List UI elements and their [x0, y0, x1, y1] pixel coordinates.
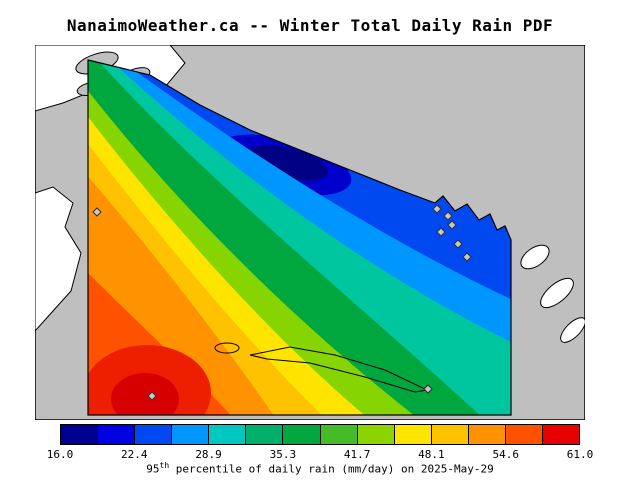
colorbar-segment: [357, 425, 395, 444]
colorbar-segment: [61, 425, 99, 444]
map-canvas: [35, 45, 585, 420]
island-chain-outline: [214, 342, 429, 393]
colorbar-tick-label: 28.9: [195, 448, 222, 461]
colorbar-tick-label: 35.3: [269, 448, 297, 461]
colorbar-tick-label: 54.6: [492, 448, 519, 461]
colorbar-caption: 95th percentile of daily rain (mm/day) o…: [0, 461, 640, 476]
station-marker: [447, 220, 457, 230]
colorbar-segment: [98, 425, 136, 444]
colorbar-segment: [320, 425, 358, 444]
colorbar-tick-label: 61.0: [566, 448, 594, 461]
colorbar-segment: [246, 425, 284, 444]
station-markers: [92, 204, 472, 401]
colorbar-tick-label: 22.4: [121, 448, 148, 461]
page-title: NanaimoWeather.ca -- Winter Total Daily …: [66, 16, 554, 35]
colorbar-segment: [172, 425, 210, 444]
station-marker: [443, 211, 453, 221]
colorbar-ticks: 16.0 22.4 28.9 35.3 41.7 48.1 54.6 61.0: [47, 448, 594, 461]
colorbar-segment: [135, 425, 173, 444]
station-marker: [453, 239, 463, 249]
station-marker: [436, 227, 446, 237]
coastline-outline: [87, 59, 512, 416]
colorbar-segment: [431, 425, 469, 444]
station-marker: [147, 391, 157, 401]
colorbar-segment: [543, 425, 580, 444]
station-marker: [462, 252, 472, 262]
caption-superscript: th: [159, 461, 170, 470]
colorbar-tick-label: 16.0: [46, 448, 74, 461]
colorbar-segment: [468, 425, 506, 444]
colorbar-segment: [394, 425, 432, 444]
colorbar-segments: [61, 425, 580, 444]
colorbar-segment: [505, 425, 544, 444]
colorbar-segment: [283, 425, 321, 444]
mainland-inlets: [520, 244, 585, 343]
caption-rest: percentile of daily rain (mm/day) on 202…: [169, 462, 494, 476]
station-marker: [432, 204, 442, 214]
contour-map: [35, 45, 585, 420]
colorbar-tick-label: 41.7: [343, 448, 371, 461]
station-marker: [92, 207, 102, 217]
coastal-water-left: [35, 186, 82, 332]
colorbar: [60, 424, 580, 445]
colorbar-segment: [209, 425, 247, 444]
caption-base: 95: [146, 462, 160, 476]
station-marker: [423, 384, 433, 394]
colorbar-tick-label: 48.1: [418, 448, 445, 461]
